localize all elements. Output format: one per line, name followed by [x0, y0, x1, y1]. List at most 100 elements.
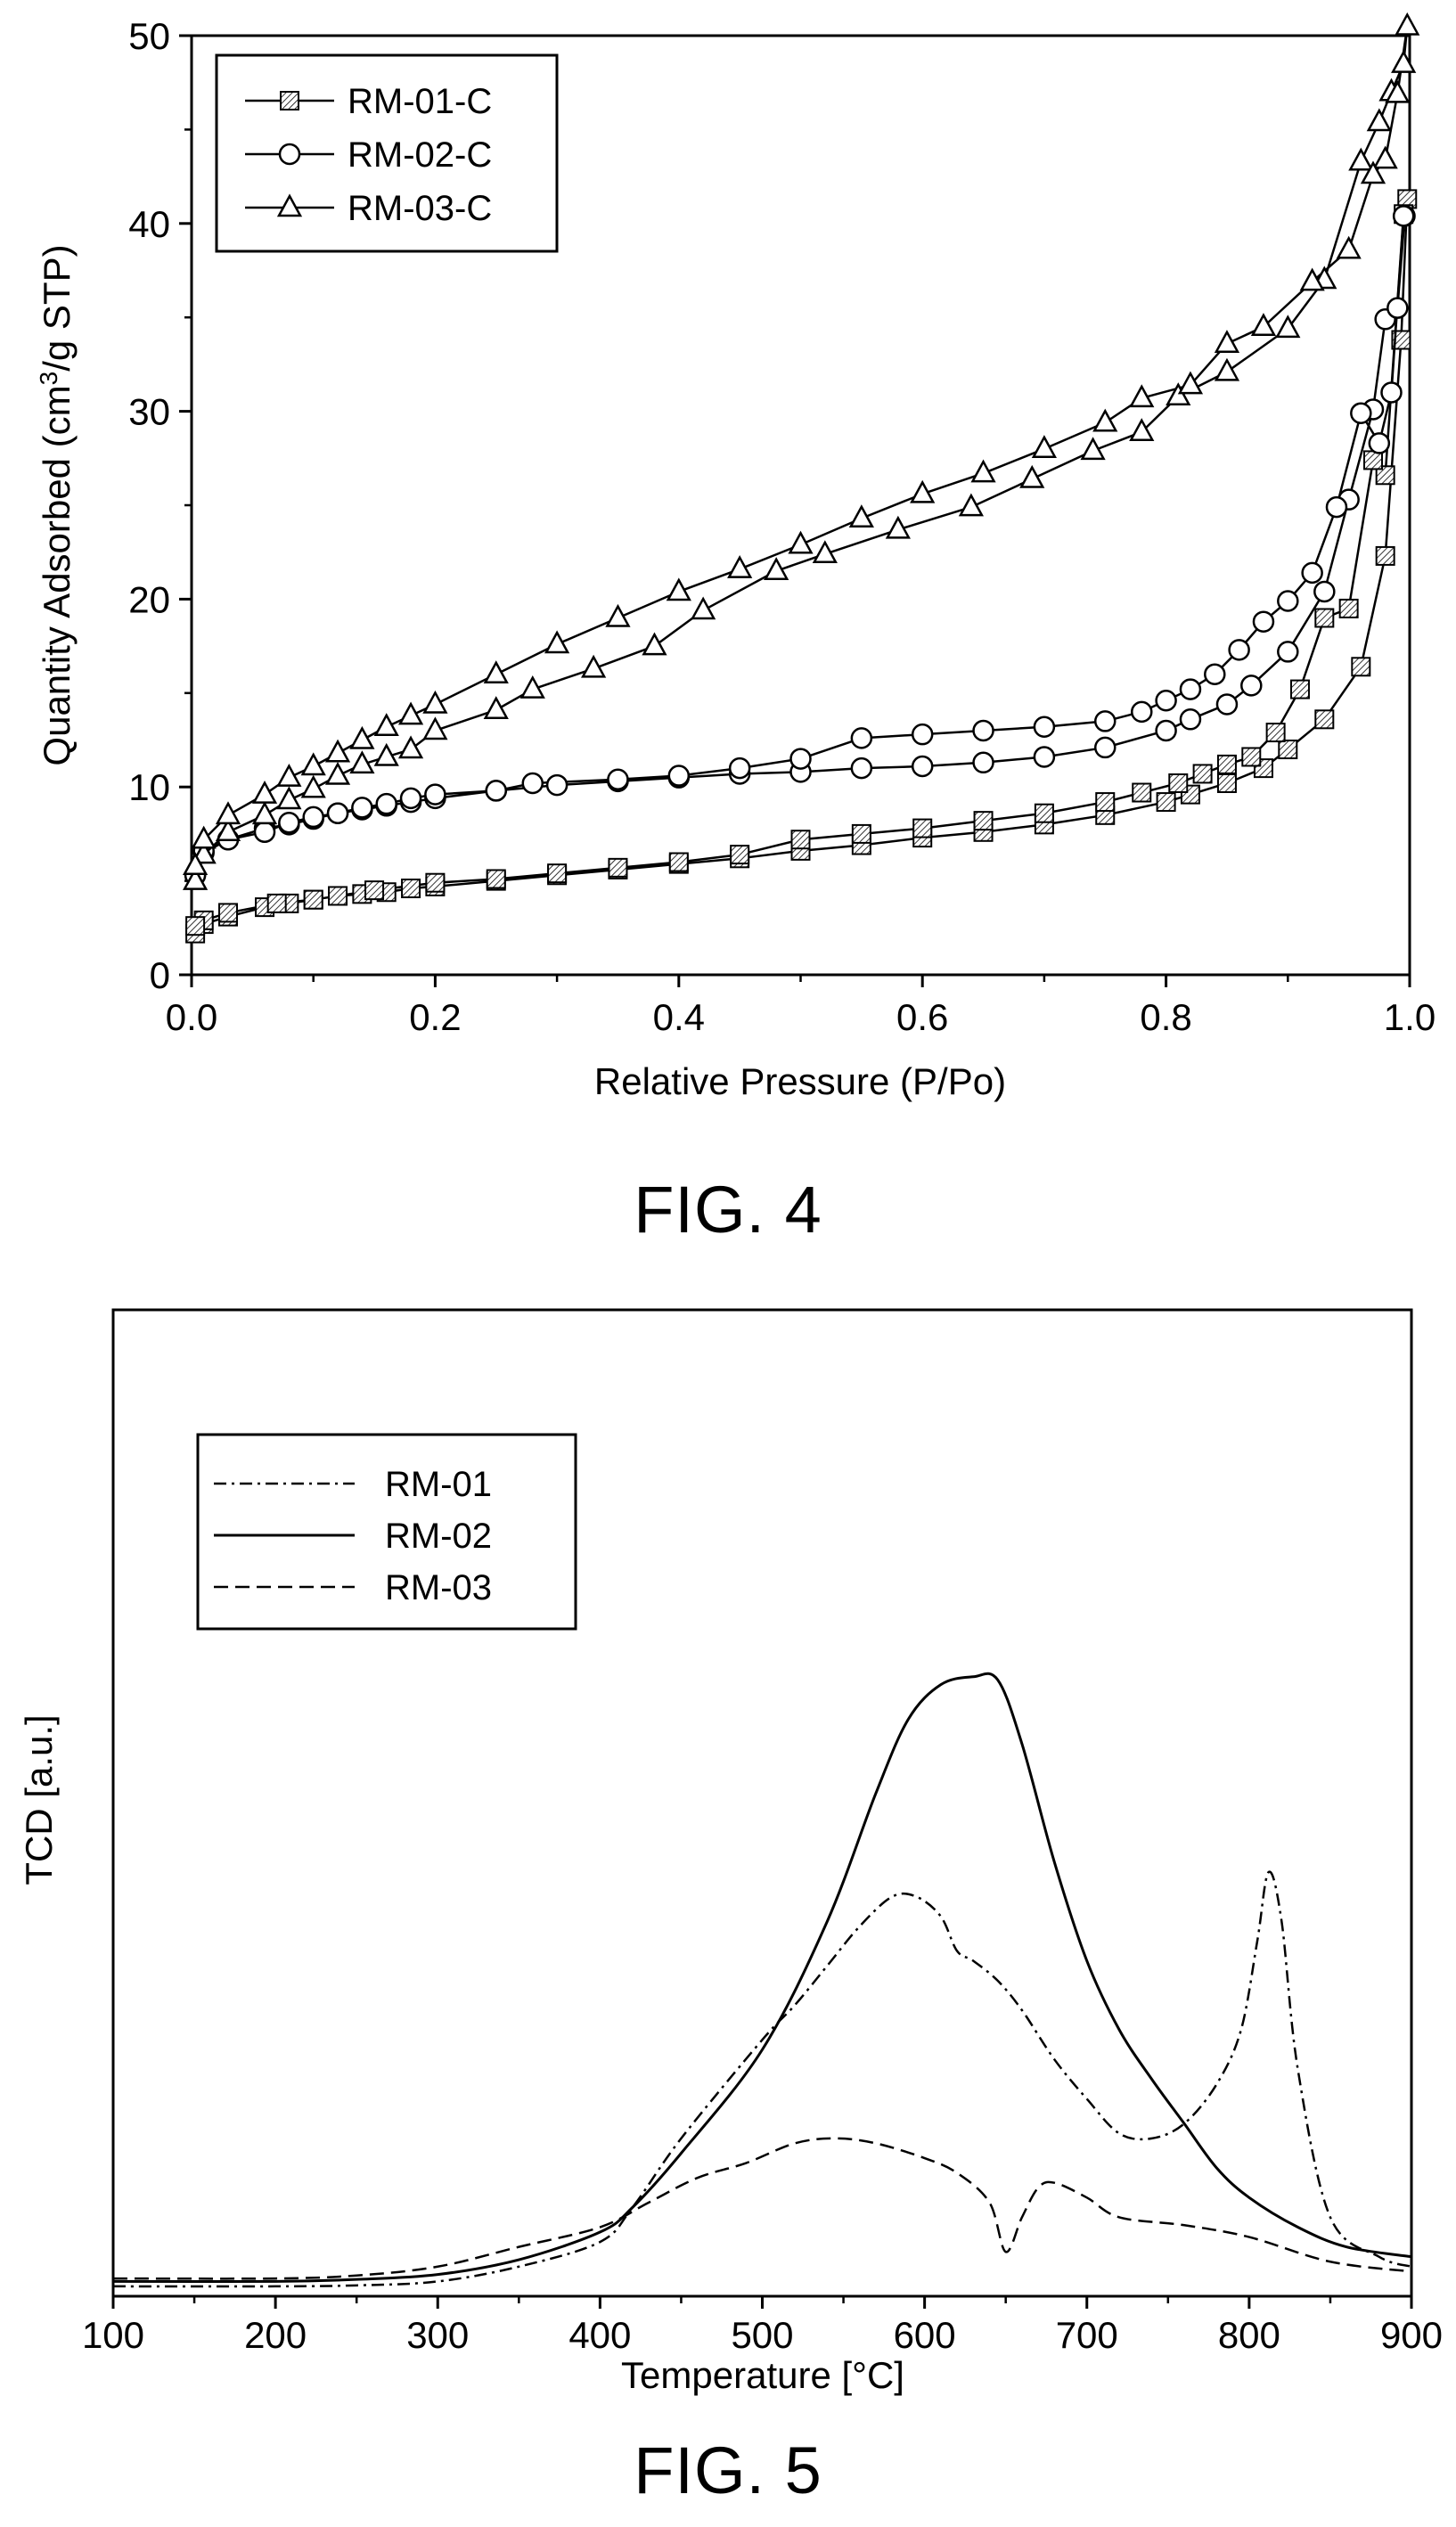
data-point-rm02c: [521, 772, 544, 795]
fig4-legend-label-rm02c: RM-02-C: [348, 135, 492, 175]
data-point-rm02c: [1179, 708, 1202, 731]
legend-square-marker: [280, 91, 299, 110]
data-point-rm03c: [1019, 464, 1045, 488]
data-point-rm03c: [1129, 418, 1155, 442]
legend-circle-marker: [278, 143, 301, 166]
data-point-rm03c: [1275, 315, 1301, 339]
data-point-rm03c: [1385, 79, 1411, 103]
data-point-rm02c: [850, 756, 873, 780]
data-point-rm01c: [1391, 330, 1411, 350]
data-point-rm03c: [1177, 371, 1204, 395]
fig5-legend-item-rm01: RM-01: [214, 1465, 492, 1504]
fig5-x-tick-label: 200: [244, 2314, 307, 2356]
data-point-rm01c: [185, 916, 206, 936]
data-point-rm03c: [191, 825, 217, 849]
fig4-x-tick-label: 0.8: [1140, 996, 1191, 1038]
data-point-rm02c: [326, 802, 349, 824]
data-point-rm03c: [885, 515, 911, 539]
data-point-rm02c: [1313, 580, 1336, 603]
data-point-rm01c: [1351, 657, 1371, 677]
data-point-rm02c: [1277, 590, 1299, 612]
fig4-x-tick-label: 0.6: [896, 996, 948, 1038]
fig4-y-tick-label: 10: [128, 766, 170, 808]
data-point-rm03c: [727, 555, 753, 578]
data-point-rm01c: [1034, 803, 1054, 823]
data-point-rm02c: [1094, 736, 1117, 759]
data-point-rm02c: [351, 797, 373, 819]
fig4-ticks: 0.0 0.2 0.4 0.6 0.8 1.0 0 10 20 30 40 50: [128, 15, 1436, 1038]
data-point-rm03c: [1360, 160, 1386, 184]
data-point-rm03c: [848, 504, 874, 528]
data-point-rm03c: [1080, 437, 1106, 461]
data-point-rm03c: [215, 818, 241, 842]
data-point-rm02c: [728, 756, 751, 780]
data-point-rm03c: [397, 735, 424, 759]
fig4-legend-label-rm03c: RM-03-C: [348, 189, 492, 228]
data-point-rm03c: [397, 701, 424, 725]
data-point-rm03c: [1031, 435, 1058, 459]
fig5-x-tick-label: 600: [894, 2314, 956, 2356]
fig4-y-axis-label-text: Quantity Adsorbed (cm3/g STP): [35, 244, 78, 765]
series-line-rm03: [112, 2137, 1412, 2280]
data-point-rm01c: [303, 889, 323, 910]
data-point-rm02c: [399, 787, 422, 810]
data-point-rm03c: [1366, 108, 1392, 132]
data-point-rm01c: [668, 852, 689, 872]
data-point-rm01c: [266, 893, 287, 913]
data-point-rm03c: [605, 603, 631, 627]
data-point-rm02c: [1380, 381, 1403, 404]
fig5-x-tick-label: 100: [82, 2314, 144, 2356]
fig4-y-tick-label: 0: [150, 954, 170, 996]
data-point-rm01c: [1338, 598, 1359, 618]
data-point-rm02c: [1301, 561, 1323, 585]
data-point-rm01c: [364, 880, 385, 901]
data-point-rm03c: [1250, 313, 1277, 336]
fig5-legend-box: [196, 1433, 577, 1631]
data-point-rm03c: [958, 493, 984, 517]
data-point-rm03c: [251, 781, 278, 804]
data-point-rm03c: [300, 752, 326, 776]
data-point-rm01c: [730, 845, 750, 865]
data-point-rm01c: [973, 811, 994, 831]
data-point-rm02c: [1228, 639, 1250, 661]
data-point-rm03c: [1214, 330, 1240, 353]
data-point-rm03c: [970, 459, 996, 483]
fig4-y-tick-label: 50: [128, 15, 170, 57]
data-point-rm03c: [519, 675, 545, 699]
data-point-rm02c: [375, 792, 397, 815]
data-point-rm01c: [608, 857, 628, 878]
data-point-rm01c: [328, 886, 348, 906]
data-point-rm03c: [349, 750, 375, 774]
data-point-rm02c: [1350, 402, 1372, 424]
fig5-x-tick-label: 900: [1380, 2314, 1443, 2356]
data-point-rm01c: [1156, 792, 1176, 813]
data-point-rm01c: [1132, 782, 1152, 803]
data-point-rm03c: [276, 786, 302, 810]
series-line-rm02: [112, 1672, 1412, 2284]
data-point-rm03c: [1395, 12, 1420, 36]
data-point-rm03c: [1372, 145, 1398, 169]
data-point-rm02c: [424, 783, 446, 806]
data-point-rm03c: [581, 654, 607, 678]
data-point-rm01c: [1375, 465, 1395, 486]
data-point-rm02c: [1094, 710, 1117, 732]
fig4-y-tick-label: 40: [128, 203, 170, 245]
data-point-rm03c: [1299, 267, 1325, 291]
fig5-legend: RM-01 RM-02 RM-03: [196, 1433, 577, 1631]
data-point-rm03c: [1214, 357, 1240, 381]
data-point-rm03c: [642, 632, 667, 656]
fig4-y-tick-label: 20: [128, 578, 170, 620]
data-point-rm01c: [1241, 747, 1262, 767]
data-point-rm01c: [547, 863, 568, 884]
data-point-rm02c: [1368, 432, 1391, 454]
fig5-legend-label-rm02: RM-02: [385, 1517, 492, 1556]
data-point-rm01c: [1192, 764, 1213, 784]
data-point-rm03c: [300, 774, 326, 798]
data-point-rm03c: [182, 866, 209, 890]
fig5-legend-label-rm01: RM-01: [385, 1465, 492, 1504]
fig5-caption: FIG. 5: [634, 2433, 822, 2507]
data-point-rm03c: [349, 725, 375, 749]
fig5-x-tick-label: 700: [1056, 2314, 1118, 2356]
data-point-rm03c: [764, 557, 789, 581]
data-point-rm03c: [373, 742, 399, 766]
